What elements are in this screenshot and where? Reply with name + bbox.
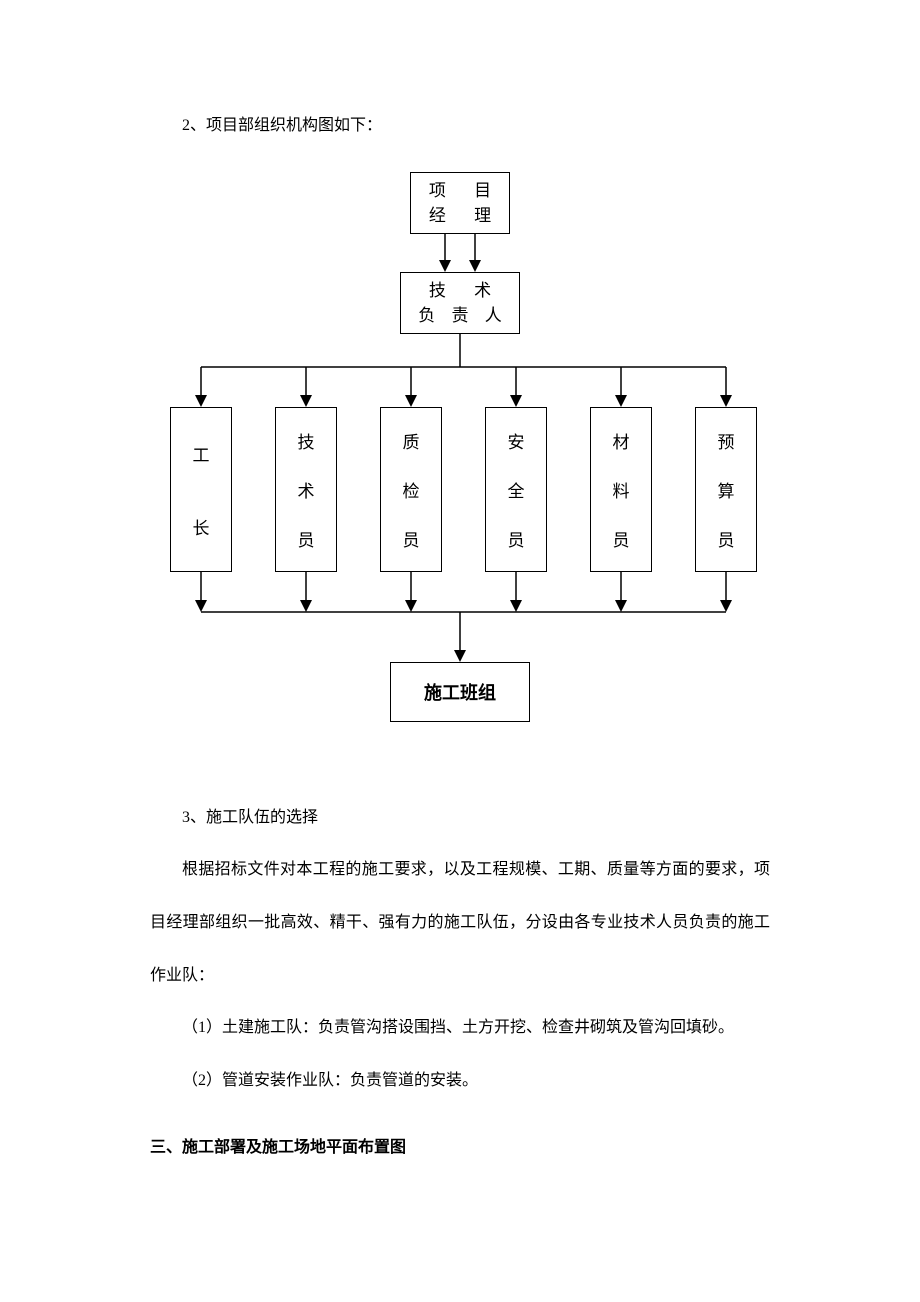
node-role-material: 材 料 员 — [590, 407, 652, 572]
item1-text: （1）土建施工队：负责管沟搭设围挡、土方开挖、检查井砌筑及管沟回填砂。 — [150, 1002, 770, 1055]
section3-title: 3、施工队伍的选择 — [150, 802, 770, 834]
pm-line1: 项 目 — [417, 178, 503, 204]
node-tech-lead: 技 术 负 责 人 — [400, 272, 520, 334]
heading-section3: 三、施工部署及施工场地平面布置图 — [150, 1128, 770, 1168]
tl-line1: 技 术 — [417, 278, 503, 304]
bottom-label: 施工班组 — [424, 679, 496, 705]
node-role-technician: 技 术 员 — [275, 407, 337, 572]
intro-text: 2、项目部组织机构图如下： — [150, 110, 770, 142]
node-project-manager: 项 目 经 理 — [410, 172, 510, 234]
chart-connectors — [150, 172, 770, 742]
node-role-budget: 预 算 员 — [695, 407, 757, 572]
node-construction-team: 施工班组 — [390, 662, 530, 722]
node-role-foreman: 工 长 — [170, 407, 232, 572]
pm-line2: 经 理 — [417, 203, 503, 229]
item2-text: （2）管道安装作业队：负责管道的安装。 — [150, 1055, 770, 1108]
body-paragraph: 根据招标文件对本工程的施工要求，以及工程规模、工期、质量等方面的要求，项目经理部… — [150, 844, 770, 1002]
org-chart-diagram: 项 目 经 理 技 术 负 责 人 工 长 技 术 员 质 检 员 安 全 员 … — [150, 172, 770, 742]
node-role-safety: 安 全 员 — [485, 407, 547, 572]
tl-line2: 负 责 人 — [412, 303, 508, 329]
node-role-qc: 质 检 员 — [380, 407, 442, 572]
